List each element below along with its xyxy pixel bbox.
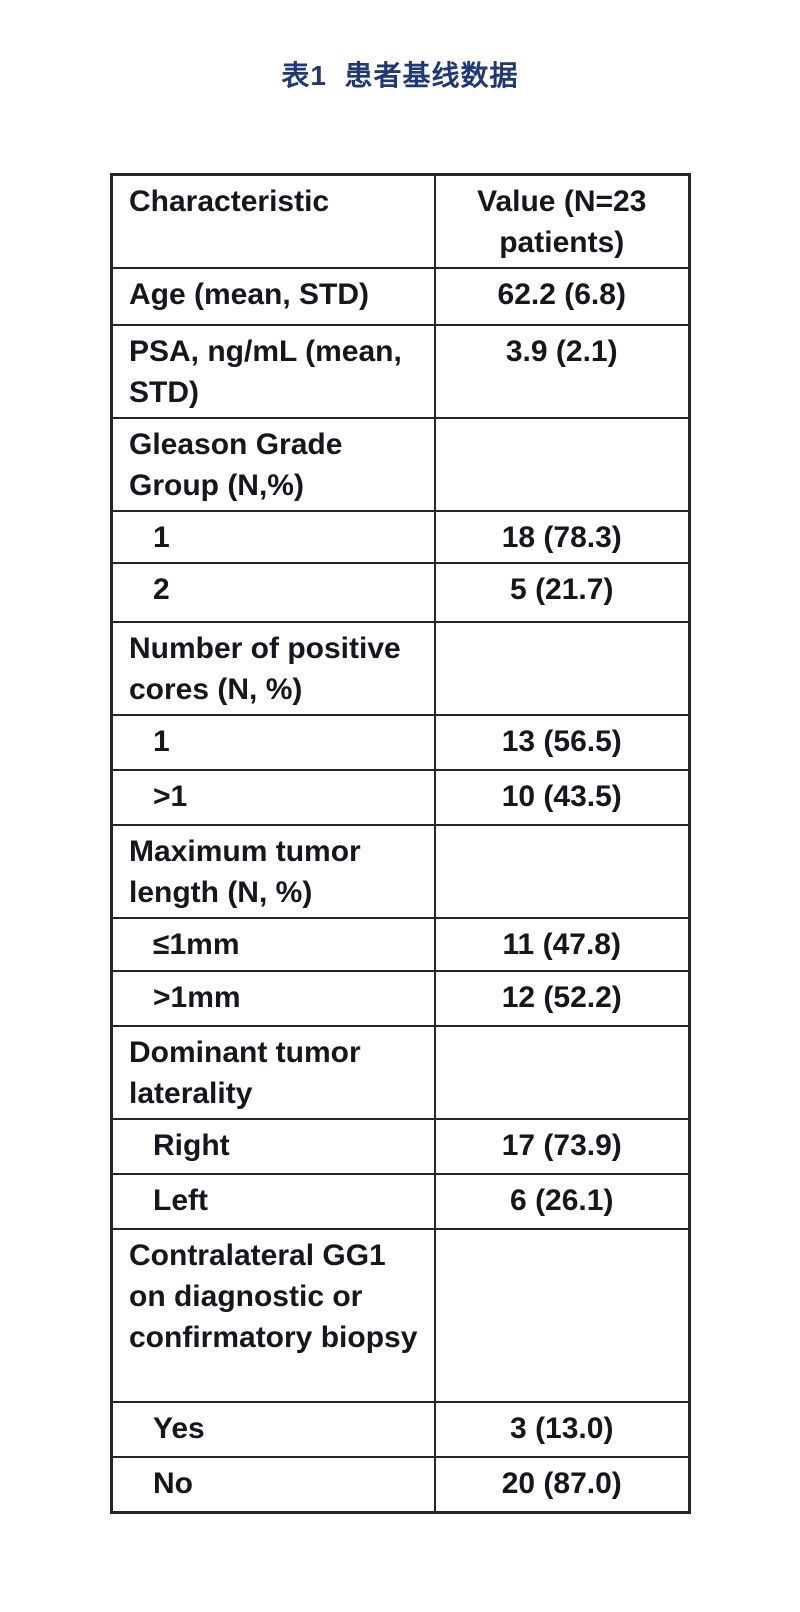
table-row: Right 17 (73.9): [110, 1118, 691, 1175]
table-row: >1 10 (43.5): [110, 769, 691, 826]
row-label: Number of positive cores (N, %): [110, 621, 436, 716]
table-row: ≤1mm 11 (47.8): [110, 917, 691, 972]
table-row: Maximum tumor length (N, %): [110, 824, 691, 919]
header-characteristic: Characteristic: [110, 173, 436, 269]
row-value: [433, 1025, 691, 1120]
row-label: Gleason Grade Group (N,%): [110, 417, 436, 512]
row-value: 3.9 (2.1): [433, 324, 691, 419]
row-label: Right: [110, 1118, 436, 1175]
table-row: Number of positive cores (N, %): [110, 621, 691, 716]
row-label: No: [110, 1456, 436, 1513]
row-value: 3 (13.0): [433, 1401, 691, 1458]
row-value: [433, 824, 691, 919]
row-value: 62.2 (6.8): [433, 267, 691, 326]
table-row: Contralateral GG1 on diagnostic or confi…: [110, 1228, 691, 1403]
row-label: ≤1mm: [110, 917, 436, 972]
table-row: Yes 3 (13.0): [110, 1401, 691, 1458]
row-label: Left: [110, 1173, 436, 1230]
row-value: 12 (52.2): [433, 970, 691, 1027]
row-label: Age (mean, STD): [110, 267, 436, 326]
row-value: [433, 417, 691, 512]
row-label: 2: [110, 562, 436, 623]
row-value: [433, 621, 691, 716]
table-row: Age (mean, STD) 62.2 (6.8): [110, 267, 691, 326]
row-label: PSA, ng/mL (mean, STD): [110, 324, 436, 419]
table-row: 1 18 (78.3): [110, 510, 691, 564]
row-value: 10 (43.5): [433, 769, 691, 826]
table-row: 1 13 (56.5): [110, 714, 691, 771]
row-value: 18 (78.3): [433, 510, 691, 564]
row-value: 20 (87.0): [433, 1456, 691, 1513]
row-value: 17 (73.9): [433, 1118, 691, 1175]
table-row: Left 6 (26.1): [110, 1173, 691, 1230]
row-value: 6 (26.1): [433, 1173, 691, 1230]
table-row: >1mm 12 (52.2): [110, 970, 691, 1027]
row-label: Contralateral GG1 on diagnostic or confi…: [110, 1228, 436, 1403]
row-label: Yes: [110, 1401, 436, 1458]
row-label: 1: [110, 714, 436, 771]
table-row: No 20 (87.0): [110, 1456, 691, 1513]
table-header-row: Characteristic Value (N=23 patients): [110, 173, 691, 269]
row-label: 1: [110, 510, 436, 564]
row-label: Dominant tumor laterality: [110, 1025, 436, 1120]
row-label: Maximum tumor length (N, %): [110, 824, 436, 919]
row-value: 5 (21.7): [433, 562, 691, 623]
table-row: PSA, ng/mL (mean, STD) 3.9 (2.1): [110, 324, 691, 419]
table-row: Gleason Grade Group (N,%): [110, 417, 691, 512]
row-label: >1: [110, 769, 436, 826]
baseline-characteristics-table: Characteristic Value (N=23 patients) Age…: [110, 173, 691, 1514]
row-value: [433, 1228, 691, 1403]
row-label: >1mm: [110, 970, 436, 1027]
header-value: Value (N=23 patients): [433, 173, 691, 269]
row-value: 11 (47.8): [433, 917, 691, 972]
table-caption: 表1 患者基线数据: [281, 60, 519, 91]
row-value: 13 (56.5): [433, 714, 691, 771]
table-row: Dominant tumor laterality: [110, 1025, 691, 1120]
